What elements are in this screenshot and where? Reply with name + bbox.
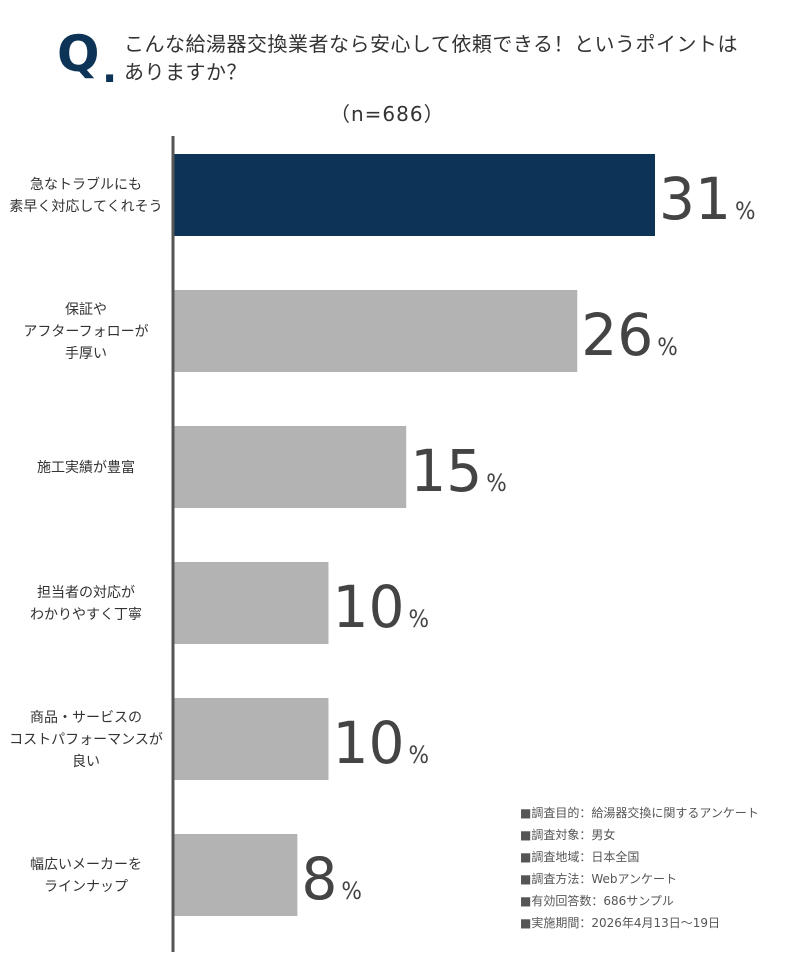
value-label-5: 8% <box>301 845 362 913</box>
category-label-4-1: コストパフォーマンスが <box>9 732 163 748</box>
category-label-3-1: わかりやすく丁寧 <box>30 606 142 623</box>
legend-target: ■調査対象：男女 <box>520 828 616 842</box>
bar-5 <box>173 834 298 916</box>
category-label-3-0: 担当者の対応が <box>37 585 135 601</box>
category-label-4-2: 良い <box>72 754 100 770</box>
legend-region: ■調査地域：日本全国 <box>520 850 640 864</box>
category-label-5-1: ラインナップ <box>44 879 128 895</box>
legend-responses: ■有効回答数：686サンプル <box>520 894 674 908</box>
value-unit-4: % <box>408 741 429 769</box>
category-label-1-0: 保証や <box>65 302 107 318</box>
bar-1 <box>173 290 578 372</box>
value-unit-5: % <box>341 877 362 905</box>
value-number-1: 26 <box>581 301 653 369</box>
value-number-0: 31 <box>659 165 731 233</box>
value-label-0: 31% <box>659 165 756 233</box>
value-unit-2: % <box>486 469 507 497</box>
question-mark-logo: Q . <box>57 24 117 89</box>
value-number-5: 8 <box>301 845 337 913</box>
bar-2 <box>173 426 407 508</box>
category-label-0-1: 素早く対応してくれそう <box>9 199 162 215</box>
category-label-0-0: 急なトラブルにも <box>30 176 142 193</box>
legend-purpose: ■調査目的：給湯器交換に関するアンケート <box>520 806 759 820</box>
value-label-2: 15% <box>410 437 507 505</box>
question-line-2: ありますか？ <box>124 60 247 84</box>
bar-4 <box>173 698 329 780</box>
q-dot: . <box>102 46 118 92</box>
value-number-4: 10 <box>332 709 404 777</box>
bar-3 <box>173 562 329 644</box>
category-label-5-0: 幅広いメーカーを <box>30 857 142 873</box>
bar-0 <box>173 154 655 236</box>
value-label-3: 10% <box>332 573 429 641</box>
legend-period: ■実施期間：2026年4月13日〜19日 <box>520 916 721 930</box>
value-unit-3: % <box>408 605 429 633</box>
sample-size: （n=686） <box>330 102 445 126</box>
category-label-1-1: アフターフォローが <box>23 324 148 340</box>
question-text: こんな給湯器交換業者なら安心して依頼できる！というポイントは ありますか？ <box>124 30 764 86</box>
category-label-2-0: 施工実績が豊富 <box>37 459 135 476</box>
q-letter: Q <box>57 25 100 83</box>
survey-legend: ■調査目的：給湯器交換に関するアンケート ■調査対象：男女 ■調査地域：日本全国… <box>520 802 759 934</box>
value-number-3: 10 <box>332 573 404 641</box>
value-unit-0: % <box>735 197 756 225</box>
category-label-4-0: 商品・サービスの <box>30 710 142 726</box>
question-line-1: こんな給湯器交換業者なら安心して依頼できる！というポイントは <box>124 32 738 56</box>
category-label-1-2: 手厚い <box>65 346 107 362</box>
value-label-4: 10% <box>332 709 429 777</box>
value-unit-1: % <box>657 333 678 361</box>
legend-method: ■調査方法：Webアンケート <box>520 872 678 886</box>
value-number-2: 15 <box>410 437 482 505</box>
value-label-1: 26% <box>581 301 678 369</box>
